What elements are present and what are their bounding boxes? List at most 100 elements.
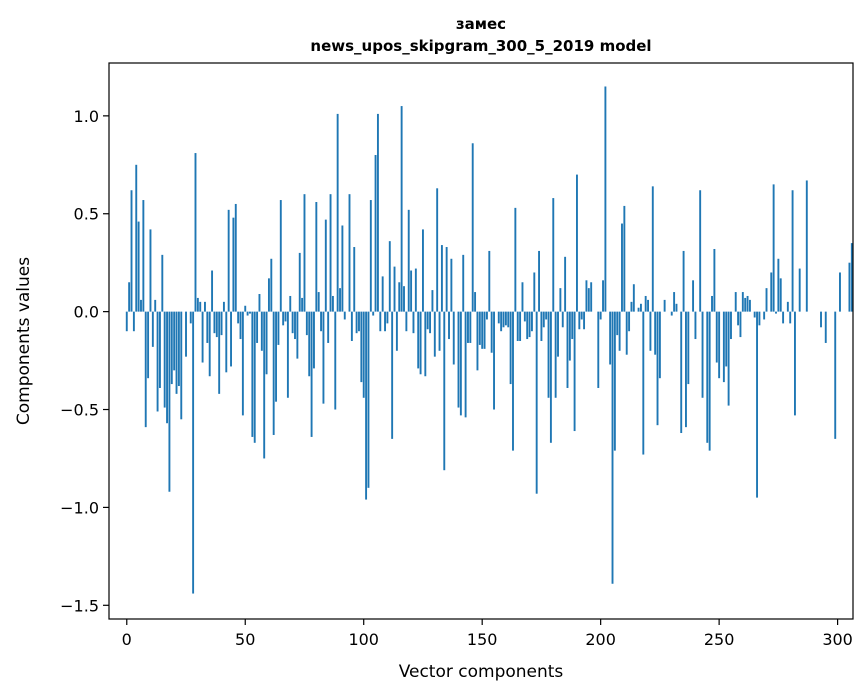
bar bbox=[597, 311, 600, 388]
bar bbox=[258, 294, 261, 312]
bar bbox=[568, 311, 571, 361]
bar bbox=[429, 311, 432, 334]
x-tick-label: 300 bbox=[822, 630, 853, 649]
bar bbox=[424, 311, 427, 377]
bar bbox=[521, 282, 524, 312]
bar bbox=[611, 311, 614, 584]
bar bbox=[519, 311, 522, 341]
bar bbox=[350, 311, 353, 341]
bar bbox=[850, 243, 853, 312]
bar bbox=[658, 311, 661, 379]
bar bbox=[585, 280, 588, 312]
bar bbox=[244, 305, 247, 312]
bar bbox=[557, 311, 559, 357]
bar bbox=[135, 164, 138, 312]
bar bbox=[199, 301, 202, 312]
bar bbox=[230, 311, 232, 367]
bar bbox=[206, 311, 209, 343]
bar bbox=[687, 311, 690, 385]
bar bbox=[798, 268, 801, 312]
bar bbox=[156, 311, 159, 412]
bar bbox=[452, 311, 455, 365]
bar bbox=[526, 311, 529, 340]
bar bbox=[251, 311, 254, 437]
y-axis-label: Components values bbox=[14, 257, 34, 425]
bar bbox=[654, 311, 657, 355]
bar bbox=[196, 297, 199, 312]
bar bbox=[706, 311, 709, 443]
bar bbox=[374, 155, 377, 312]
bar bbox=[805, 180, 808, 312]
bar bbox=[497, 311, 500, 324]
bar bbox=[395, 311, 398, 351]
bar bbox=[166, 311, 168, 424]
bar bbox=[336, 113, 339, 312]
bar bbox=[388, 241, 391, 312]
bar bbox=[535, 311, 538, 494]
bar bbox=[272, 311, 275, 435]
bar bbox=[649, 311, 652, 351]
bar bbox=[284, 311, 287, 322]
bar bbox=[632, 284, 635, 312]
bar bbox=[514, 207, 517, 312]
bar bbox=[642, 311, 645, 455]
bar bbox=[725, 311, 728, 367]
bar bbox=[675, 303, 678, 312]
x-tick-label: 200 bbox=[585, 630, 616, 649]
bar bbox=[782, 311, 785, 324]
bar bbox=[590, 282, 593, 312]
bar bbox=[478, 311, 481, 345]
bar bbox=[493, 311, 495, 410]
bar bbox=[291, 311, 294, 334]
bar bbox=[147, 311, 150, 379]
bar bbox=[227, 209, 230, 312]
bar bbox=[770, 272, 773, 312]
bar bbox=[341, 225, 344, 312]
plot-frame bbox=[108, 62, 854, 620]
chart-title-line1: замес bbox=[456, 15, 506, 33]
bar bbox=[410, 270, 413, 312]
bar bbox=[400, 106, 403, 312]
bar bbox=[218, 311, 221, 394]
bar bbox=[820, 311, 822, 328]
bar bbox=[310, 311, 313, 437]
bar bbox=[286, 311, 289, 398]
bar bbox=[239, 311, 242, 340]
bar bbox=[422, 229, 424, 312]
bar bbox=[599, 311, 602, 320]
bar bbox=[462, 254, 465, 312]
bar bbox=[137, 221, 140, 312]
bar bbox=[225, 311, 228, 373]
y-tick-label: 0.5 bbox=[74, 205, 99, 224]
bar bbox=[433, 311, 436, 357]
bar bbox=[628, 311, 631, 332]
bar bbox=[765, 288, 768, 312]
bar bbox=[403, 286, 405, 312]
bar bbox=[158, 311, 161, 388]
bar bbox=[469, 311, 472, 343]
bar bbox=[753, 311, 756, 318]
bar bbox=[393, 266, 396, 312]
bar bbox=[154, 299, 157, 312]
bar bbox=[502, 311, 505, 328]
bar bbox=[175, 311, 178, 394]
bar bbox=[701, 311, 704, 398]
bar bbox=[282, 311, 285, 326]
bar bbox=[260, 311, 263, 351]
bar bbox=[369, 200, 372, 312]
bar bbox=[376, 113, 379, 312]
bar bbox=[329, 194, 332, 312]
bar bbox=[758, 311, 761, 326]
bar bbox=[334, 311, 337, 410]
x-tick-label: 150 bbox=[467, 630, 498, 649]
bar bbox=[414, 268, 417, 312]
bar bbox=[644, 295, 647, 312]
bar bbox=[384, 311, 386, 332]
bar bbox=[149, 229, 152, 312]
bar bbox=[561, 311, 564, 328]
bar bbox=[270, 258, 273, 312]
bar bbox=[573, 311, 576, 432]
bar bbox=[549, 311, 552, 443]
bar bbox=[571, 311, 574, 340]
bar bbox=[339, 288, 341, 312]
